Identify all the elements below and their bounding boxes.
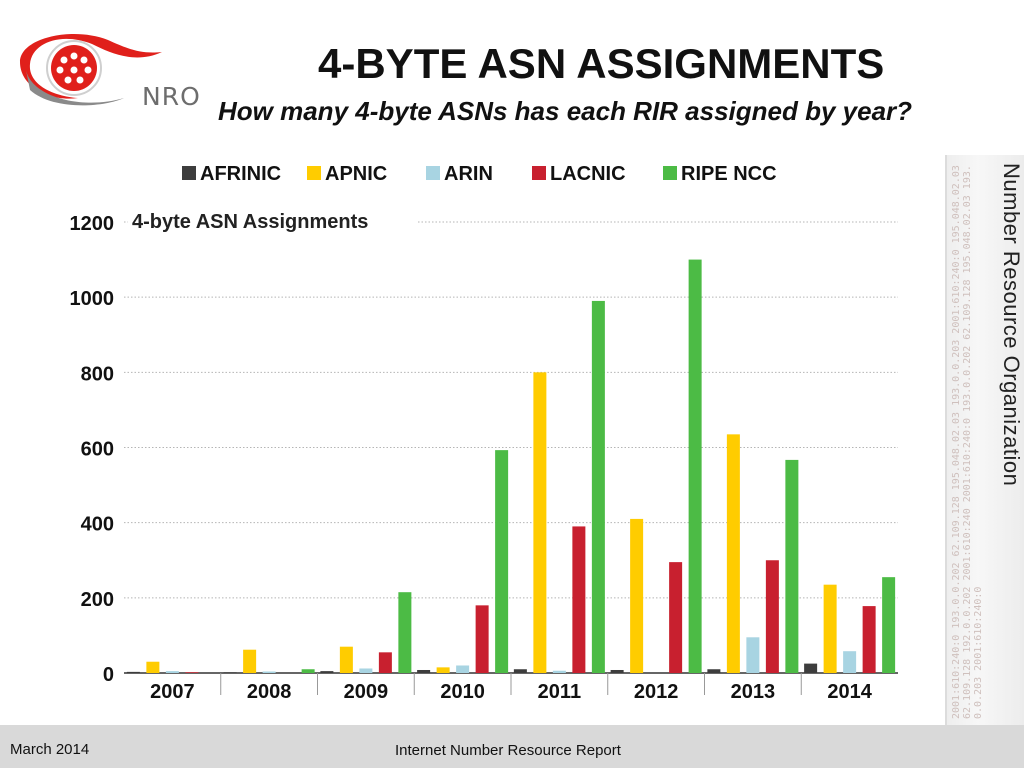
x-tick-label: 2011	[538, 681, 581, 703]
footer: March 2014 Internet Number Resource Repo…	[0, 725, 1024, 768]
x-tick-label: 2010	[440, 681, 485, 703]
bar-afrinic-2011	[513, 669, 527, 673]
bar-afrinic-2007	[126, 671, 140, 673]
sidebar-decoration: 2001:610:240:0 193.0.0.202 62.109.128 19…	[945, 155, 1024, 725]
legend-swatch-lacnic	[532, 166, 546, 180]
x-tick-label: 2009	[344, 681, 389, 703]
legend-label-afrinic: AFRINIC	[200, 163, 281, 185]
bar-arin-2008	[262, 671, 276, 673]
bar-chart: 0 200 400 600 800 1000 1200 4-byte ASN Assignme…	[70, 163, 898, 703]
nro-logo: NRO	[12, 24, 212, 114]
legend-swatch-ripe-ncc	[663, 166, 677, 180]
bar-lacnic-2007	[185, 672, 199, 673]
footer-date: March 2014	[10, 741, 90, 758]
bar-lacnic-2011	[572, 526, 586, 673]
bar-afrinic-2014	[804, 663, 818, 673]
chart-area: 0 200 400 600 800 1000 1200 4-byte ASN Assignme…	[0, 140, 945, 720]
bar-apnic-2011	[533, 372, 547, 673]
x-tick-label: 2008	[247, 681, 292, 703]
legend-swatch-apnic	[307, 166, 321, 180]
bar-afrinic-2008	[223, 672, 237, 673]
bar-afrinic-2012	[610, 669, 624, 673]
bar-apnic-2014	[823, 584, 837, 673]
bar-afrinic-2013	[707, 669, 721, 673]
bar-ripe-ncc-2010	[495, 450, 509, 673]
bar-arin-2013	[746, 637, 760, 673]
chart-title: 4-byte ASN Assignments	[132, 211, 368, 233]
x-tick-label: 2014	[827, 681, 872, 703]
y-tick-label: 600	[81, 439, 114, 461]
legend-label-apnic: APNIC	[325, 163, 387, 185]
legend-label-lacnic: LACNIC	[550, 163, 626, 185]
bar-apnic-2007	[146, 661, 160, 673]
y-tick-label: 0	[103, 664, 114, 686]
bar-apnic-2008	[243, 649, 257, 673]
y-tick-label: 200	[81, 589, 114, 611]
bar-arin-2009	[359, 668, 373, 673]
legend-label-ripe-ncc: RIPE NCC	[681, 163, 777, 185]
legend-label-arin: ARIN	[444, 163, 493, 185]
x-tick-label: 2013	[731, 681, 776, 703]
bar-ripe-ncc-2009	[398, 592, 412, 673]
bar-arin-2014	[843, 651, 857, 673]
y-tick-label: 1000	[70, 288, 115, 310]
y-tick-label: 400	[81, 514, 114, 536]
bar-lacnic-2012	[669, 562, 683, 673]
bar-arin-2007	[165, 671, 179, 673]
bar-apnic-2010	[436, 667, 450, 673]
bar-ripe-ncc-2011	[591, 300, 605, 673]
bar-lacnic-2013	[765, 560, 779, 673]
bar-apnic-2012	[630, 518, 644, 673]
bar-arin-2011	[552, 670, 566, 673]
page-subtitle: How many 4-byte ASNs has each RIR assign…	[218, 96, 913, 126]
bar-lacnic-2009	[378, 652, 392, 673]
y-tick-label: 800	[81, 363, 114, 385]
bar-apnic-2009	[339, 646, 353, 673]
bar-lacnic-2014	[862, 606, 876, 673]
bar-ripe-ncc-2014	[882, 577, 896, 673]
page-title: 4-BYTE ASN ASSIGNMENTS	[318, 40, 885, 87]
ip-address-watermark: 2001:610:240:0 193.0.0.202 62.109.128 19…	[951, 165, 984, 719]
chart-title-background	[128, 204, 416, 236]
bar-apnic-2013	[726, 434, 740, 673]
bar-ripe-ncc-2008	[301, 669, 315, 673]
logo-text: NRO	[142, 82, 201, 111]
bar-afrinic-2009	[320, 671, 334, 673]
bar-ripe-ncc-2012	[688, 259, 702, 673]
bar-lacnic-2010	[475, 605, 489, 673]
bar-ripe-ncc-2013	[785, 459, 799, 673]
legend-swatch-afrinic	[182, 166, 196, 180]
legend-swatch-arin	[426, 166, 440, 180]
bar-arin-2010	[456, 665, 470, 673]
bar-afrinic-2010	[417, 669, 431, 673]
x-tick-label: 2012	[634, 681, 679, 703]
y-tick-label: 1200	[70, 213, 115, 235]
organization-name: Number Resource Organization	[999, 163, 1024, 487]
footer-report-title: Internet Number Resource Report	[395, 742, 621, 759]
x-tick-label: 2007	[150, 681, 195, 703]
